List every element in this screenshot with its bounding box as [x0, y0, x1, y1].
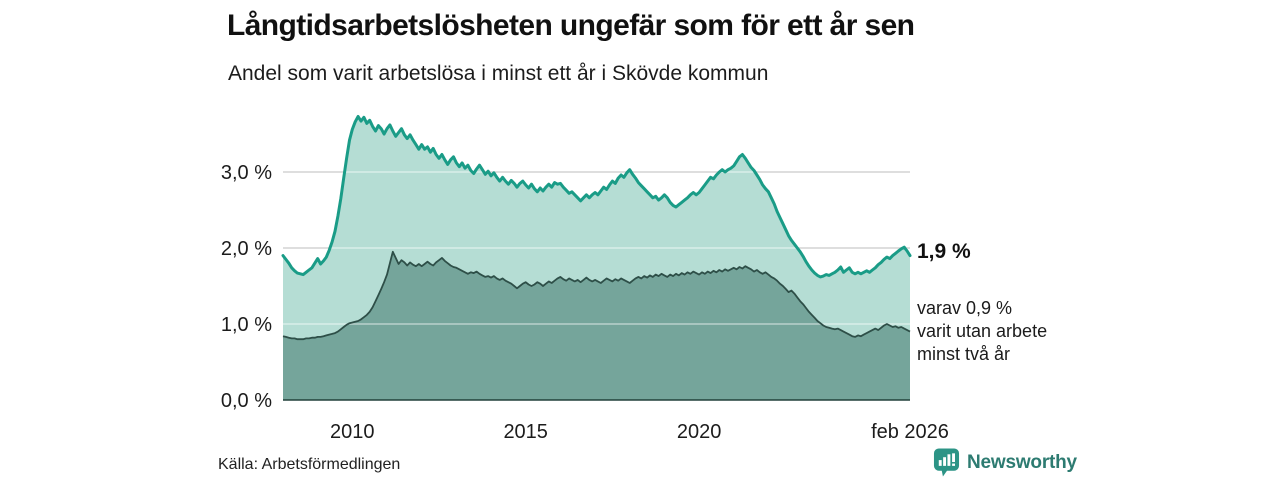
two-year-annotation-line1: varav 0,9 %	[917, 298, 1013, 318]
two-year-annotation: varav 0,9 % varit utan arbete minst två …	[917, 297, 1047, 366]
two-year-annotation-line2: varit utan arbete	[917, 321, 1048, 341]
y-tick-label: 1,0 %	[221, 314, 272, 336]
x-tick-label: 2020	[677, 421, 722, 443]
y-tick-label: 2,0 %	[221, 238, 272, 260]
total-end-value-label: 1,9 %	[917, 240, 971, 263]
two-year-line	[282, 250, 911, 341]
total-line	[281, 115, 912, 279]
two-year-area-fill	[283, 251, 910, 400]
source-credit: Källa: Arbetsförmedlingen	[218, 456, 401, 473]
x-tick-label: feb 2026	[871, 421, 949, 443]
newsworthy-logo: Newsworthy	[933, 447, 1077, 478]
page-title: Långtidsarbetslösheten ungefär som för e…	[227, 9, 915, 42]
x-tick-label: 2010	[330, 421, 375, 443]
newsworthy-logo-text: Newsworthy	[967, 451, 1077, 473]
page-subtitle: Andel som varit arbetslösa i minst ett å…	[228, 62, 769, 85]
newsworthy-logo-icon	[933, 448, 960, 477]
two-year-annotation-line3: minst två år	[917, 344, 1011, 364]
y-tick-label: 3,0 %	[221, 162, 272, 184]
y-tick-label: 0,0 %	[221, 390, 272, 412]
x-tick-label: 2015	[503, 421, 548, 443]
